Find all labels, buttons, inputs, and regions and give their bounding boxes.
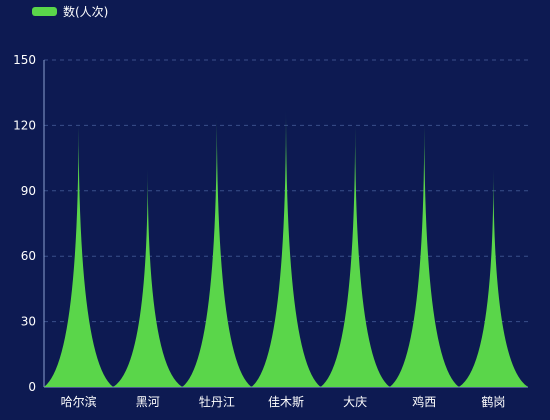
y-tick-label-120: 120 (13, 118, 36, 132)
legend[interactable]: 数(人次) (32, 3, 108, 19)
y-tick-label-60: 60 (21, 249, 36, 263)
legend-label: 数(人次) (63, 4, 109, 19)
spike-mark-2 (182, 114, 252, 387)
y-tick-label-90: 90 (21, 184, 36, 198)
spike-mark-1 (113, 169, 183, 387)
x-tick-label-5: 鸡西 (412, 394, 436, 409)
spike-mark-0 (44, 121, 114, 387)
x-tick-label-1: 黑河 (136, 395, 160, 409)
x-tick-label-2: 牡丹江 (199, 394, 235, 409)
x-tick-label-6: 鹤岗 (481, 394, 505, 409)
y-tick-label-30: 30 (21, 315, 36, 329)
spike-mark-5 (389, 121, 459, 387)
x-tick-label-3: 佳木斯 (268, 395, 304, 409)
spike-mark-6 (458, 169, 528, 387)
y-tick-label-0: 0 (28, 380, 36, 394)
spike-mark-3 (251, 107, 321, 388)
x-tick-label-4: 大庆 (343, 395, 367, 409)
x-tick-label-0: 哈尔滨 (61, 394, 97, 409)
legend-swatch (32, 6, 57, 16)
spike-mark-4 (320, 123, 390, 387)
y-tick-label-150: 150 (13, 53, 36, 67)
